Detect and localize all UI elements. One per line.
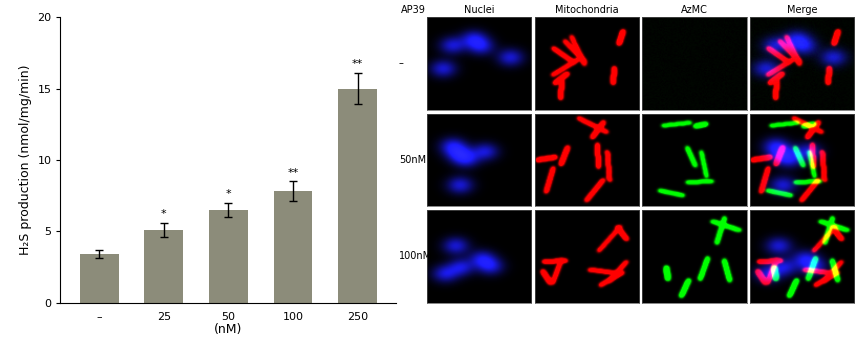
Text: *: * <box>225 189 231 199</box>
Text: **: ** <box>352 59 363 69</box>
Bar <box>79 254 118 303</box>
Y-axis label: H₂S production (nmol/mg/min): H₂S production (nmol/mg/min) <box>19 65 32 255</box>
Text: 50nM: 50nM <box>399 155 426 165</box>
Text: –: – <box>399 58 404 68</box>
Text: Nuclei: Nuclei <box>464 6 494 15</box>
X-axis label: (nM): (nM) <box>214 323 243 336</box>
Text: Mitochondria: Mitochondria <box>555 6 619 15</box>
Text: Merge: Merge <box>787 6 817 15</box>
Bar <box>144 230 183 303</box>
Bar <box>338 89 377 303</box>
Text: 100nM: 100nM <box>399 251 432 261</box>
Bar <box>209 210 248 303</box>
Text: AzMC: AzMC <box>681 6 708 15</box>
Text: *: * <box>161 209 167 219</box>
Bar <box>274 191 312 303</box>
Text: AP39: AP39 <box>400 6 425 15</box>
Text: **: ** <box>287 168 299 178</box>
